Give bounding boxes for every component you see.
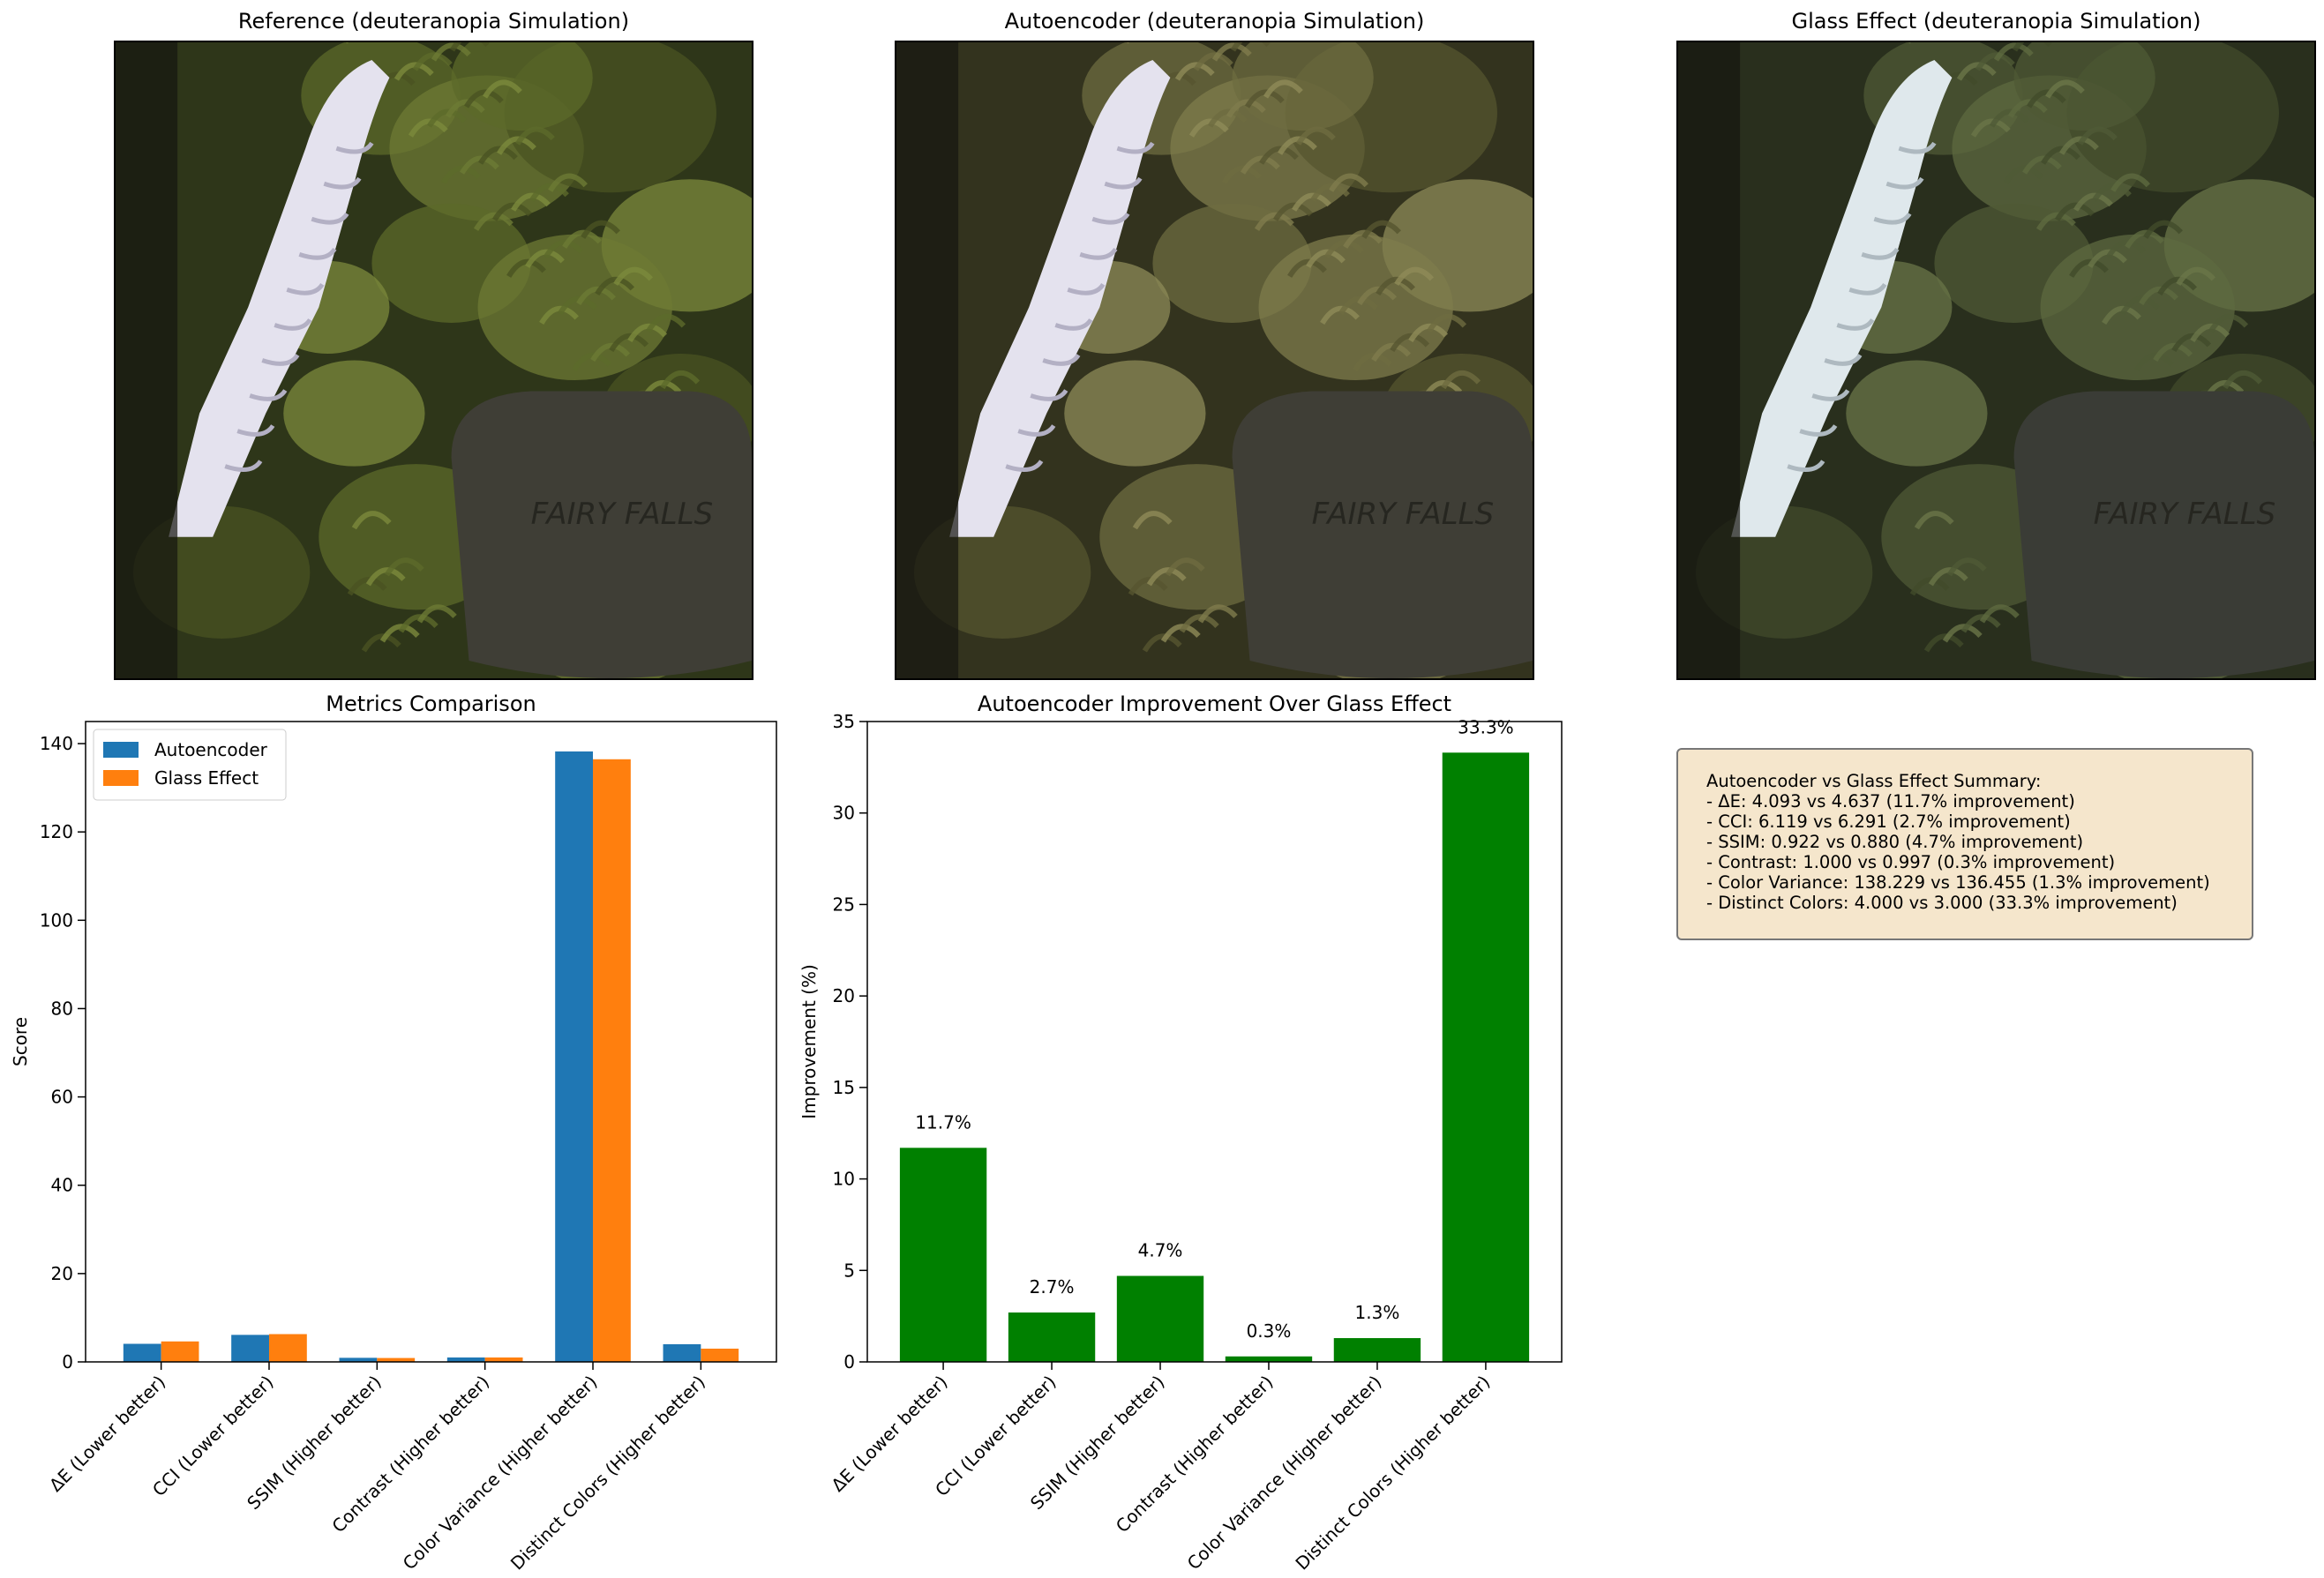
summary-line: - Contrast: 1.000 vs 0.997 (0.3% improve…: [1706, 852, 2116, 872]
improvement-ytick-label: 20: [833, 985, 855, 1006]
improvement-ytick-label: 15: [833, 1077, 855, 1098]
improvement-xtick-label: ΔE (Lower better): [827, 1372, 951, 1496]
panel-title-glass: Glass Effect (deuteranopia Simulation): [1791, 9, 2201, 34]
bar-glass-effect: [593, 759, 631, 1362]
metrics-xtick-label: Color Variance (Higher better): [399, 1372, 602, 1574]
panel-title-autoencoder: Autoencoder (deuteranopia Simulation): [1004, 9, 1425, 34]
metrics-plot-frame: [85, 721, 777, 1363]
improvement-bar-label: 33.3%: [1458, 716, 1514, 737]
bar-autoencoder: [231, 1335, 269, 1362]
improvement-xtick-label: CCI (Lower better): [931, 1372, 1061, 1501]
metrics-ytick-label: 0: [62, 1351, 73, 1372]
panel-title-reference: Reference (deuteranopia Simulation): [237, 9, 630, 34]
stone-inscription: FAIRY FALLS: [1312, 497, 1495, 532]
metrics-ylabel: Score: [10, 1017, 31, 1066]
improvement-bar: [1442, 752, 1530, 1362]
improvement-ytick-label: 30: [833, 803, 855, 824]
legend-label-glass-effect: Glass Effect: [154, 767, 259, 789]
improvement-bar-label: 11.7%: [915, 1111, 971, 1133]
metrics-ytick-label: 40: [51, 1175, 73, 1196]
bar-glass-effect: [701, 1348, 739, 1362]
image-autoencoder: FAIRY FALLS: [895, 41, 1534, 680]
improvement-ytick-label: 25: [833, 894, 855, 915]
improvement-ytick-label: 35: [833, 711, 855, 732]
legend-frame: [93, 729, 287, 801]
improvement-ylabel: Improvement (%): [798, 964, 820, 1119]
image-reference: FAIRY FALLS: [114, 41, 753, 680]
summary-line: - Distinct Colors: 4.000 vs 3.000 (33.3%…: [1706, 893, 2178, 913]
metrics-ytick-label: 140: [40, 733, 73, 754]
stone-inscription: FAIRY FALLS: [531, 497, 714, 532]
improvement-bar-label: 0.3%: [1247, 1320, 1292, 1342]
improvement-bar-label: 4.7%: [1138, 1240, 1183, 1261]
summary-line: - Color Variance: 138.229 vs 136.455 (1.…: [1706, 872, 2210, 893]
metrics-title: Metrics Comparison: [326, 692, 536, 716]
improvement-bar: [1225, 1356, 1313, 1362]
bar-autoencoder: [555, 751, 594, 1362]
metrics-ytick-label: 60: [51, 1087, 73, 1108]
metrics-ytick-label: 120: [40, 821, 73, 842]
improvement-title: Autoencoder Improvement Over Glass Effec…: [978, 692, 1451, 716]
metrics-xtick-label: Distinct Colors (Higher better): [506, 1372, 709, 1574]
metrics-ytick-label: 20: [51, 1263, 73, 1284]
bar-glass-effect: [268, 1334, 307, 1362]
legend-label-autoencoder: Autoencoder: [154, 739, 268, 760]
improvement-ytick-label: 5: [843, 1260, 855, 1281]
metrics-xtick-label: ΔE (Lower better): [45, 1372, 169, 1496]
improvement-bar: [1333, 1338, 1421, 1362]
improvement-xtick-label: Distinct Colors (Higher better): [1291, 1372, 1494, 1574]
image-glass-effect: FAIRY FALLS: [1676, 41, 2316, 680]
improvement-bar-label: 2.7%: [1030, 1276, 1075, 1298]
summary-box: Autoencoder vs Glass Effect Summary: - Δ…: [1676, 748, 2253, 940]
improvement-bar: [1116, 1275, 1204, 1362]
improvement-bar: [1008, 1312, 1096, 1362]
summary-title: Autoencoder vs Glass Effect Summary:: [1706, 771, 2042, 791]
metrics-ytick-label: 100: [40, 909, 73, 931]
improvement-bar: [899, 1148, 987, 1362]
improvement-ytick-label: 0: [843, 1351, 855, 1372]
summary-line: - ΔE: 4.093 vs 4.637 (11.7% improvement): [1706, 791, 2075, 811]
summary-line: - CCI: 6.119 vs 6.291 (2.7% improvement): [1706, 811, 2071, 832]
improvement-bar-label: 1.3%: [1355, 1302, 1400, 1323]
legend-swatch-glass-effect: [103, 770, 139, 786]
bar-autoencoder: [339, 1357, 378, 1362]
bar-glass-effect: [484, 1357, 523, 1362]
bar-glass-effect: [377, 1357, 416, 1362]
improvement-ytick-label: 10: [833, 1169, 855, 1190]
metrics-xtick-label: CCI (Lower better): [148, 1372, 278, 1501]
improvement-xtick-label: Color Variance (Higher better): [1183, 1372, 1386, 1574]
legend-swatch-autoencoder: [103, 742, 139, 758]
improvement-plot-frame: [866, 721, 1563, 1363]
bar-autoencoder: [446, 1357, 485, 1362]
bar-autoencoder: [663, 1343, 701, 1362]
stone-inscription: FAIRY FALLS: [2094, 497, 2276, 532]
summary-line: - SSIM: 0.922 vs 0.880 (4.7% improvement…: [1706, 832, 2084, 852]
bar-autoencoder: [123, 1343, 161, 1362]
metrics-ytick-label: 80: [51, 998, 73, 1019]
bar-glass-effect: [161, 1341, 199, 1362]
